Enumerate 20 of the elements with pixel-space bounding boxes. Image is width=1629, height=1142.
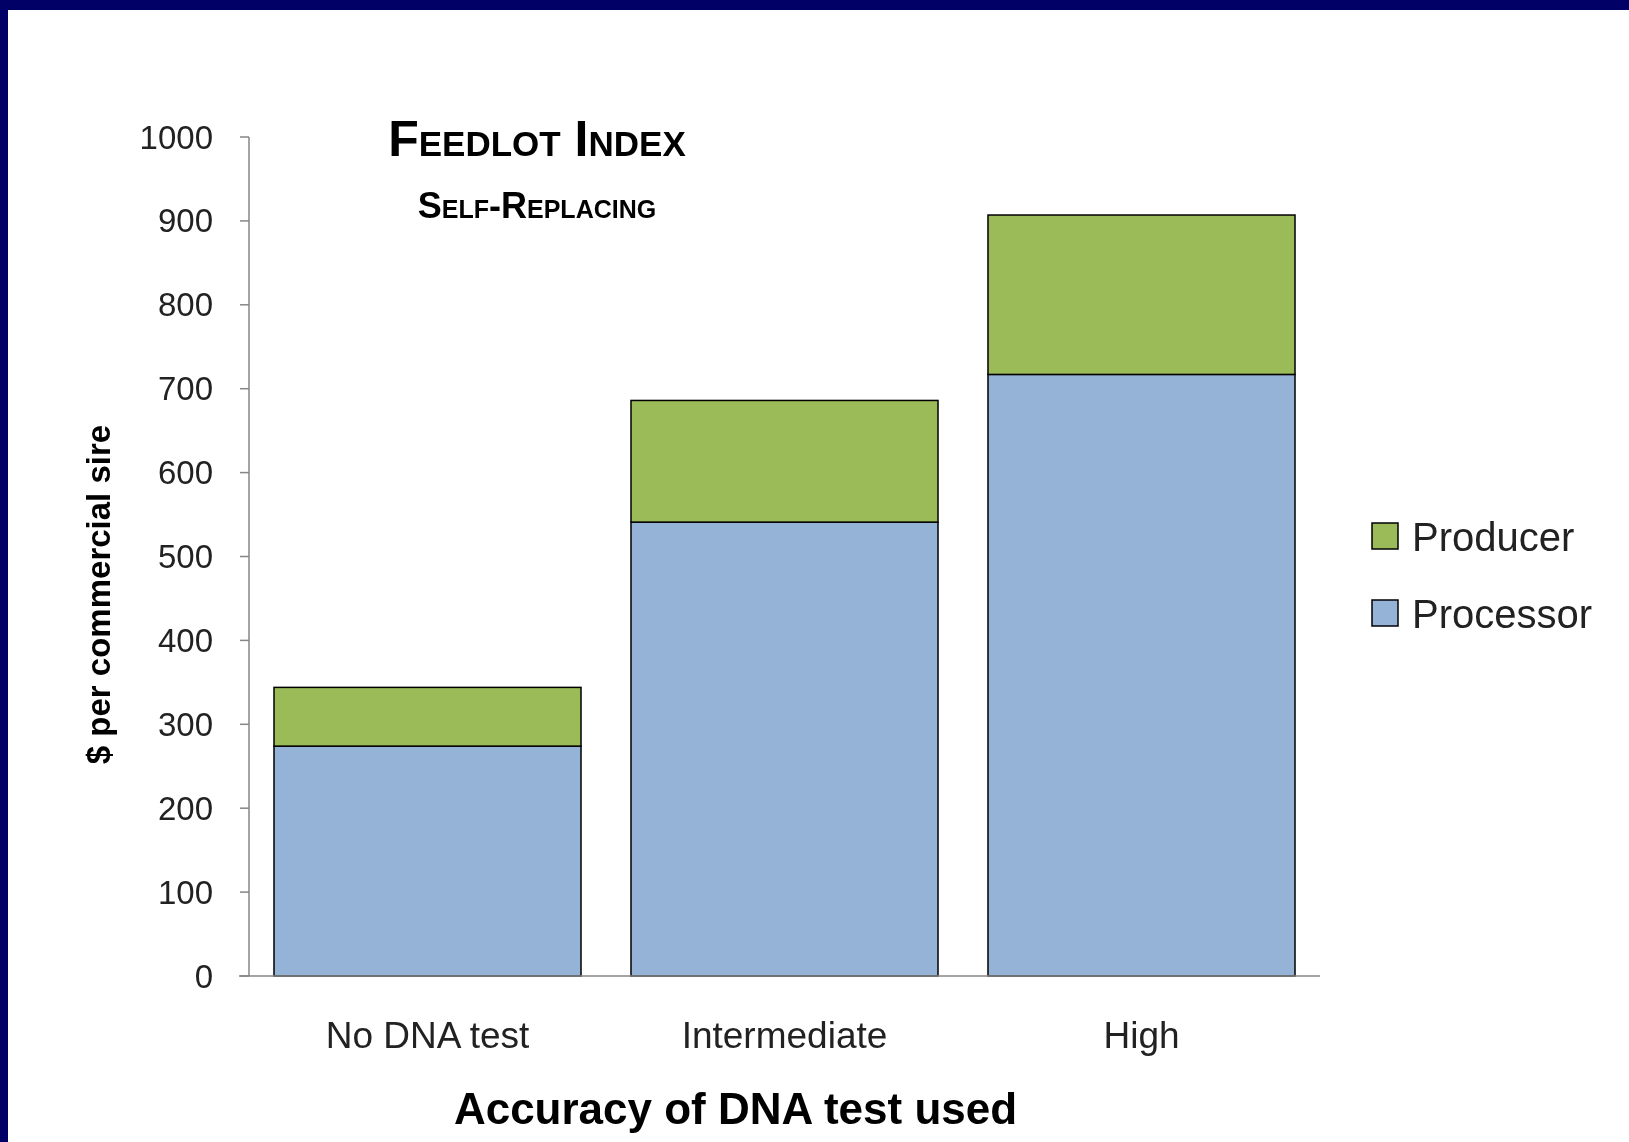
- y-tick-label: 300: [157, 705, 213, 743]
- y-axis-title: $ per commercial sire: [80, 424, 117, 765]
- x-tick-label: High: [1103, 1015, 1180, 1056]
- legend-label: Processor: [1412, 592, 1593, 636]
- y-tick-label: 1000: [139, 118, 213, 156]
- text: Self-Replacing: [417, 185, 657, 226]
- y-tick-label: 400: [157, 621, 213, 659]
- y-tick-label: 500: [157, 538, 213, 576]
- x-tick-label: No DNA test: [325, 1015, 530, 1056]
- x-tick-label: Intermediate: [681, 1015, 888, 1056]
- y-tick-label: 700: [157, 370, 213, 408]
- y-tick-label: 800: [157, 286, 213, 324]
- y-tick-label: 100: [157, 873, 213, 911]
- y-tick-label: 0: [194, 957, 213, 995]
- legend-label: Producer: [1412, 515, 1575, 559]
- y-tick-label: 200: [157, 789, 213, 827]
- y-tick-label: 900: [157, 202, 213, 240]
- chart-title: Feedlot Index: [388, 111, 687, 167]
- x-axis-title: Accuracy of DNA test used: [453, 1084, 1018, 1133]
- y-tick-label: 600: [157, 454, 213, 492]
